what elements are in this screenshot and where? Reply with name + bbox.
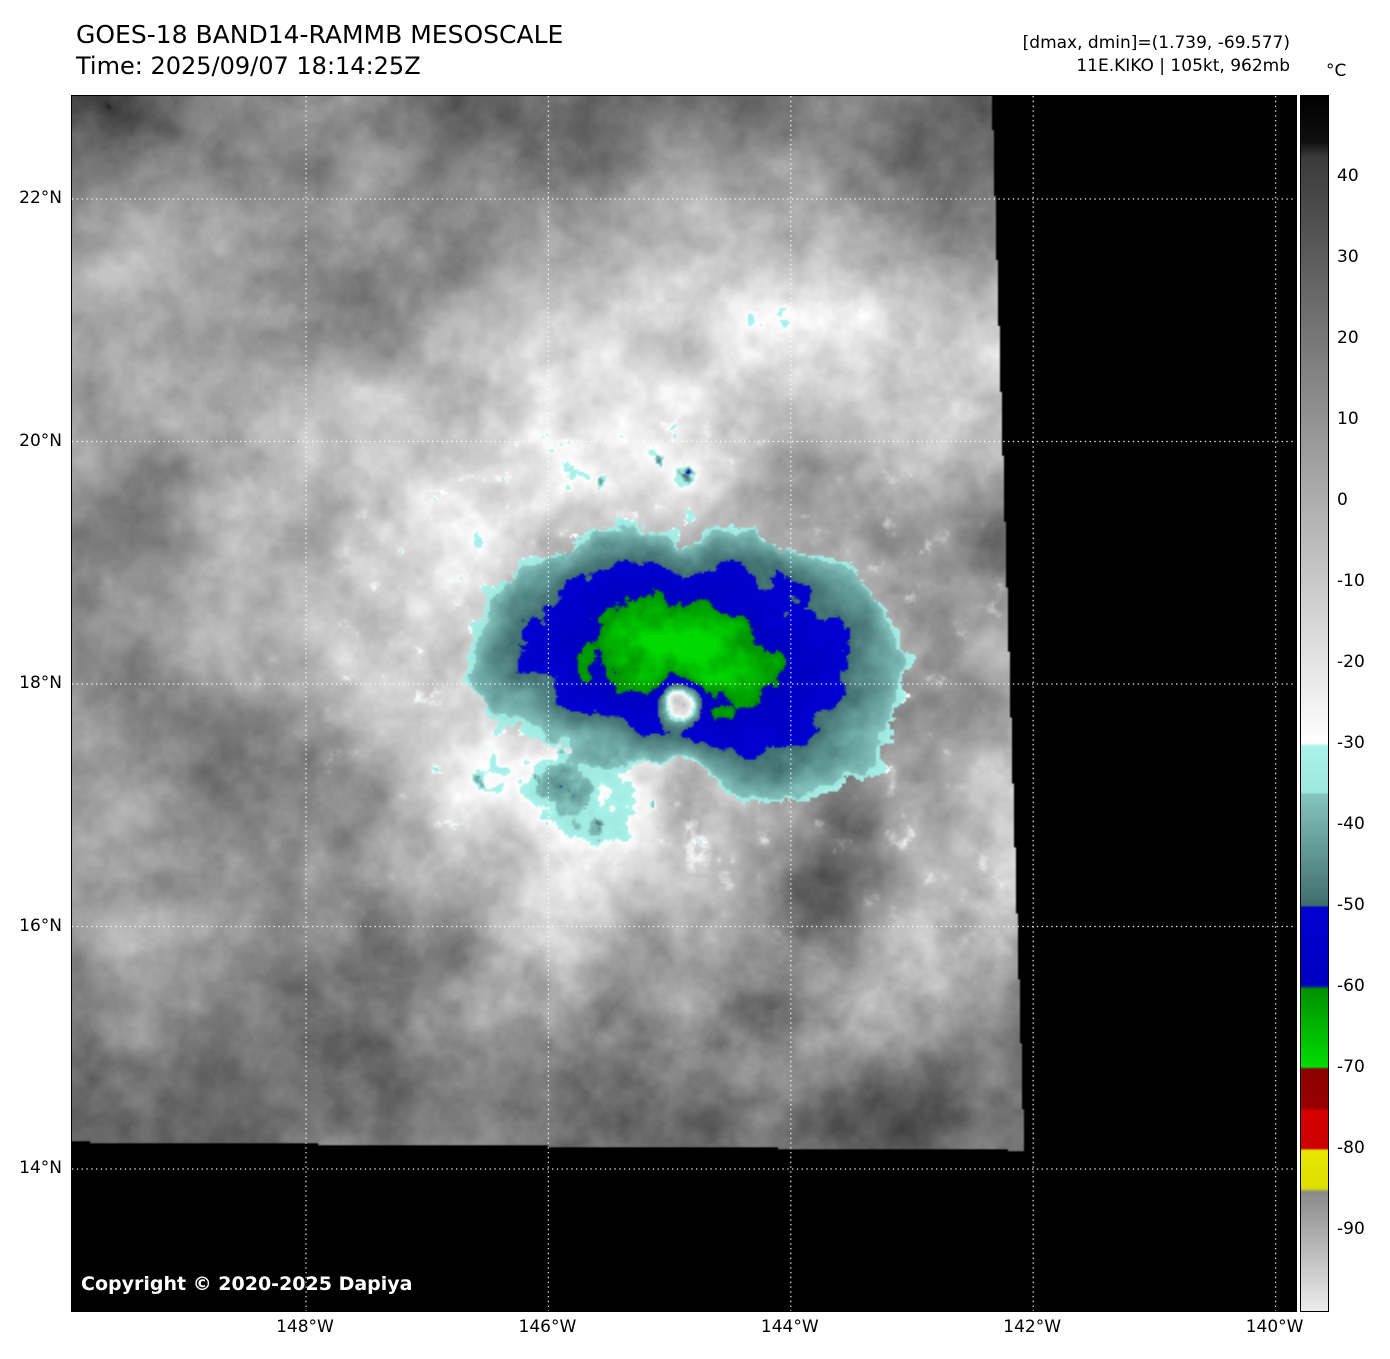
colorbar-tick-label: 30 [1337, 247, 1359, 267]
graticule [72, 96, 1296, 1311]
storm-info-label: 11E.KIKO | 105kt, 962mb [1076, 56, 1290, 76]
lat-tick-label: 18°N [19, 673, 62, 693]
colorbar [1300, 95, 1329, 1312]
header-right: [dmax, dmin]=(1.739, -69.577) 11E.KIKO |… [1023, 32, 1290, 78]
lat-tick-label: 20°N [19, 430, 62, 451]
colorbar-unit: °C [1326, 61, 1347, 81]
colorbar-tick-label: 10 [1337, 409, 1359, 429]
plot-area: Copyright © 2020-2025 Dapiya [71, 95, 1297, 1312]
colorbar-tick-label: -50 [1337, 895, 1365, 915]
colorbar-tick-label: 0 [1337, 490, 1348, 510]
colorbar-tick-label: -70 [1337, 1057, 1365, 1077]
colorbar-tick-label: 20 [1337, 328, 1359, 348]
colorbar-tick-label: -90 [1337, 1219, 1365, 1239]
lon-tick-label: 140°W [1245, 1317, 1304, 1337]
colorbar-tick-label: -80 [1337, 1138, 1365, 1158]
lat-tick-label: 22°N [19, 188, 62, 208]
colorbar-gradient [1301, 96, 1328, 1311]
lon-tick-label: 148°W [276, 1317, 334, 1337]
colorbar-tick-label: -20 [1337, 652, 1365, 672]
colorbar-tick-label: -10 [1337, 571, 1365, 591]
lat-tick-label: 16°N [19, 915, 62, 936]
copyright-label: Copyright © 2020-2025 Dapiya [81, 1273, 413, 1295]
dmax-dmin-label: [dmax, dmin]=(1.739, -69.577) [1022, 33, 1290, 53]
time-label: Time: 2025/09/07 18:14:25Z [76, 52, 421, 80]
colorbar-tick-label: 40 [1337, 166, 1359, 186]
satellite-canvas [72, 96, 1296, 1311]
page-title: GOES-18 BAND14-RAMMB MESOSCALE [76, 20, 564, 49]
colorbar-tick-label: -60 [1337, 976, 1365, 996]
lat-tick-label: 14°N [19, 1158, 62, 1178]
lon-tick-label: 142°W [1003, 1317, 1062, 1337]
colorbar-tick-label: -40 [1337, 814, 1365, 834]
lon-tick-label: 146°W [518, 1317, 577, 1337]
lon-tick-label: 144°W [760, 1317, 819, 1337]
colorbar-tick-label: -30 [1337, 733, 1365, 753]
